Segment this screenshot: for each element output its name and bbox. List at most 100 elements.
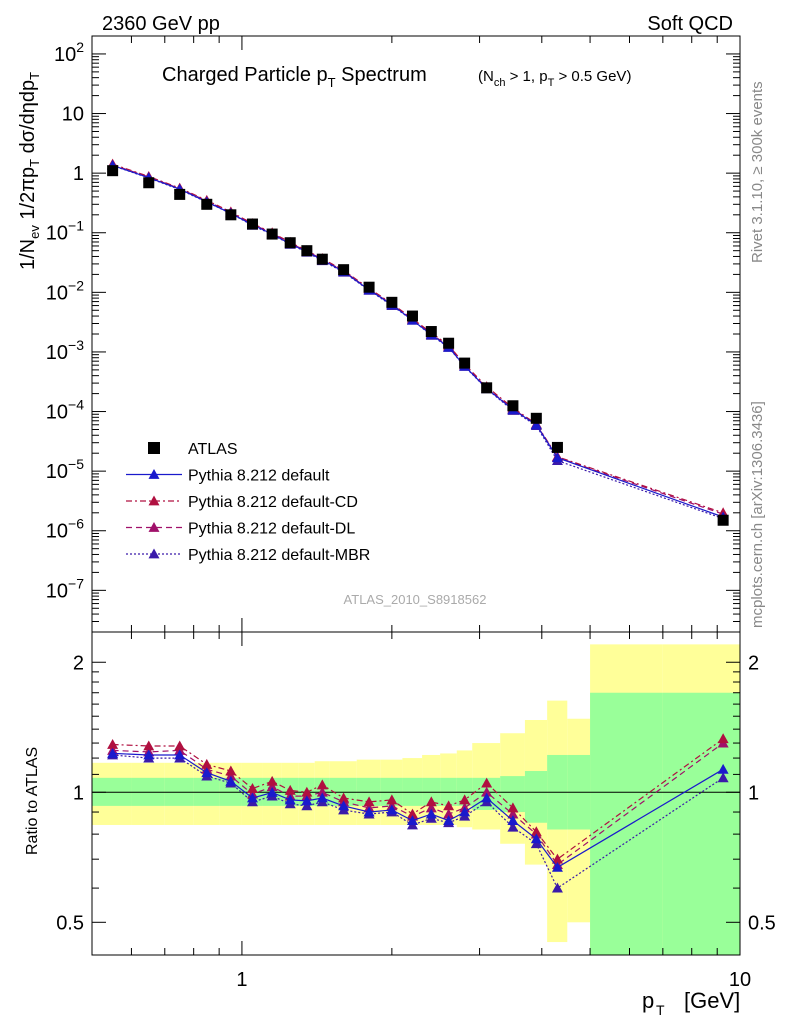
ratio-marker-default [551, 861, 563, 872]
ratio-marker-cd [174, 740, 186, 751]
ratio-marker-cd [551, 853, 563, 864]
data-point [284, 237, 296, 249]
x-tick-label: 1 [236, 969, 247, 991]
main-plot [107, 158, 729, 526]
ratio-marker-cd [266, 775, 278, 786]
data-point [316, 253, 328, 265]
ratio-marker-default [201, 767, 213, 778]
legend-label: Pythia 8.212 default [188, 468, 330, 485]
data-point [107, 165, 119, 177]
x-axis-label-sub: T [656, 1002, 665, 1018]
ratio-marker-cd [225, 765, 237, 776]
legend-item-dl: Pythia 8.212 default-DL [126, 521, 355, 538]
plot-title: Charged Particle pT Spectrum (Nch > 1, p… [162, 64, 631, 90]
ratio-marker-cd [443, 800, 455, 811]
ratio-bands [92, 644, 740, 955]
y-tick-label: 10−4 [46, 397, 84, 424]
ratio-marker-dl [266, 781, 278, 792]
series-line-default [112, 164, 724, 518]
data-point [481, 382, 493, 394]
ratio-marker-default [143, 749, 155, 760]
data-point [507, 400, 519, 412]
title-condition: (Nch > 1, pT > 0.5 GeV) [478, 68, 631, 89]
ratio-marker-default [530, 833, 542, 844]
y-tick-label: 102 [54, 39, 84, 66]
ratio-frame [91, 631, 741, 956]
x-tick-label: 10 [729, 969, 751, 991]
data-point [225, 209, 237, 221]
ratio-line-cd [112, 738, 724, 861]
ratio-marker-dl [425, 802, 437, 813]
data-point [143, 177, 155, 189]
ratio-line-dl [112, 742, 724, 866]
legend-marker [148, 548, 160, 559]
analysis-watermark: ATLAS_2010_S8918562 [344, 592, 487, 607]
series-marker-default [551, 452, 563, 463]
y-tick-label: 10 [62, 104, 84, 126]
legend-item-default: Pythia 8.212 default [126, 468, 330, 485]
y-tick-label: 10−3 [46, 337, 84, 364]
ratio-tick-label-left: 0.5 [56, 912, 84, 934]
series-line-dl [112, 164, 724, 515]
band-inner [524, 771, 548, 823]
y-tick-label: 10−5 [46, 456, 84, 483]
data-point [174, 188, 186, 200]
ratio-marker-cd [386, 794, 398, 805]
legend-marker [148, 469, 160, 479]
band-inner [590, 692, 663, 955]
y-tick-label: 10−7 [46, 575, 84, 602]
legend-marker [148, 495, 160, 506]
ratio-marker-default [386, 804, 398, 815]
legend-label: Pythia 8.212 default-DL [188, 521, 355, 538]
ratio-marker-default [363, 806, 375, 817]
ratio-marker-default [225, 775, 237, 786]
ratio-marker-default [174, 749, 186, 760]
ratio-marker-dl [507, 808, 519, 819]
ratio-tick-label-right: 0.5 [748, 912, 776, 934]
ratio-marker-cd [425, 796, 437, 807]
ratio-marker-cd [507, 802, 519, 813]
ratio-marker-cd [338, 792, 350, 803]
legend: ATLAS Pythia 8.212 default Pythia 8.212 de… [126, 441, 370, 564]
legend-label: ATLAS [188, 441, 238, 458]
legend-label: Pythia 8.212 default-CD [188, 494, 358, 511]
ratio-marker-default [284, 794, 296, 805]
main-frame [91, 35, 741, 633]
ratio-marker-cd [284, 784, 296, 795]
ratio-marker-default [246, 792, 258, 803]
header-category: Soft QCD [647, 13, 733, 35]
ratio-tick-label-right: 1 [748, 782, 759, 804]
data-point [386, 296, 398, 308]
y-tick-label: 10−1 [46, 218, 84, 245]
series-marker-default [530, 419, 542, 430]
ratio-marker-cd [481, 777, 493, 788]
ratio-tick-label-right: 2 [748, 652, 759, 674]
legend-label: Pythia 8.212 default-MBR [188, 547, 370, 564]
data-point [425, 326, 437, 338]
ratio-marker-cd [717, 733, 729, 744]
ratio-marker-dl [443, 808, 455, 819]
title-main: Charged Particle pT Spectrum [162, 64, 427, 90]
ratio-tick-label-left: 2 [73, 652, 84, 674]
legend-item-mbr: Pythia 8.212 default-MBR [126, 547, 370, 564]
ratio-marker-default [481, 792, 493, 803]
y-tick-label: 1 [73, 163, 84, 185]
ratio-marker-default [425, 808, 437, 819]
y-axis-label-text: 1/Nev 1/2πpT dσ/dηdpT [17, 72, 42, 270]
ratio-marker-cd [143, 740, 155, 751]
ratio-marker-default [459, 806, 471, 817]
data-point [301, 245, 313, 257]
ratio-marker-mbr [301, 800, 313, 811]
data-point [551, 441, 563, 453]
ratio-marker-default [717, 763, 729, 774]
x-axis-label-p: p [642, 988, 654, 1013]
data-point [338, 264, 350, 276]
data-point [246, 218, 258, 230]
ratio-plot [107, 733, 729, 893]
data-point [459, 357, 471, 369]
data-point [266, 228, 278, 240]
y-tick-label: 10−2 [46, 277, 84, 304]
y-axis-label: 1/Nev 1/2πpT dσ/dηdpT [17, 72, 42, 270]
ratio-marker-dl [225, 770, 237, 781]
